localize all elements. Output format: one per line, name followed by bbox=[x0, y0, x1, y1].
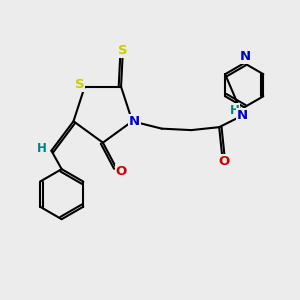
Text: O: O bbox=[116, 165, 127, 178]
Text: H: H bbox=[37, 142, 47, 155]
Text: H: H bbox=[230, 103, 239, 117]
Text: S: S bbox=[75, 78, 84, 91]
Text: O: O bbox=[218, 155, 229, 168]
Text: N: N bbox=[237, 109, 248, 122]
Text: N: N bbox=[240, 50, 251, 63]
Text: S: S bbox=[118, 44, 128, 57]
Text: N: N bbox=[129, 115, 140, 128]
